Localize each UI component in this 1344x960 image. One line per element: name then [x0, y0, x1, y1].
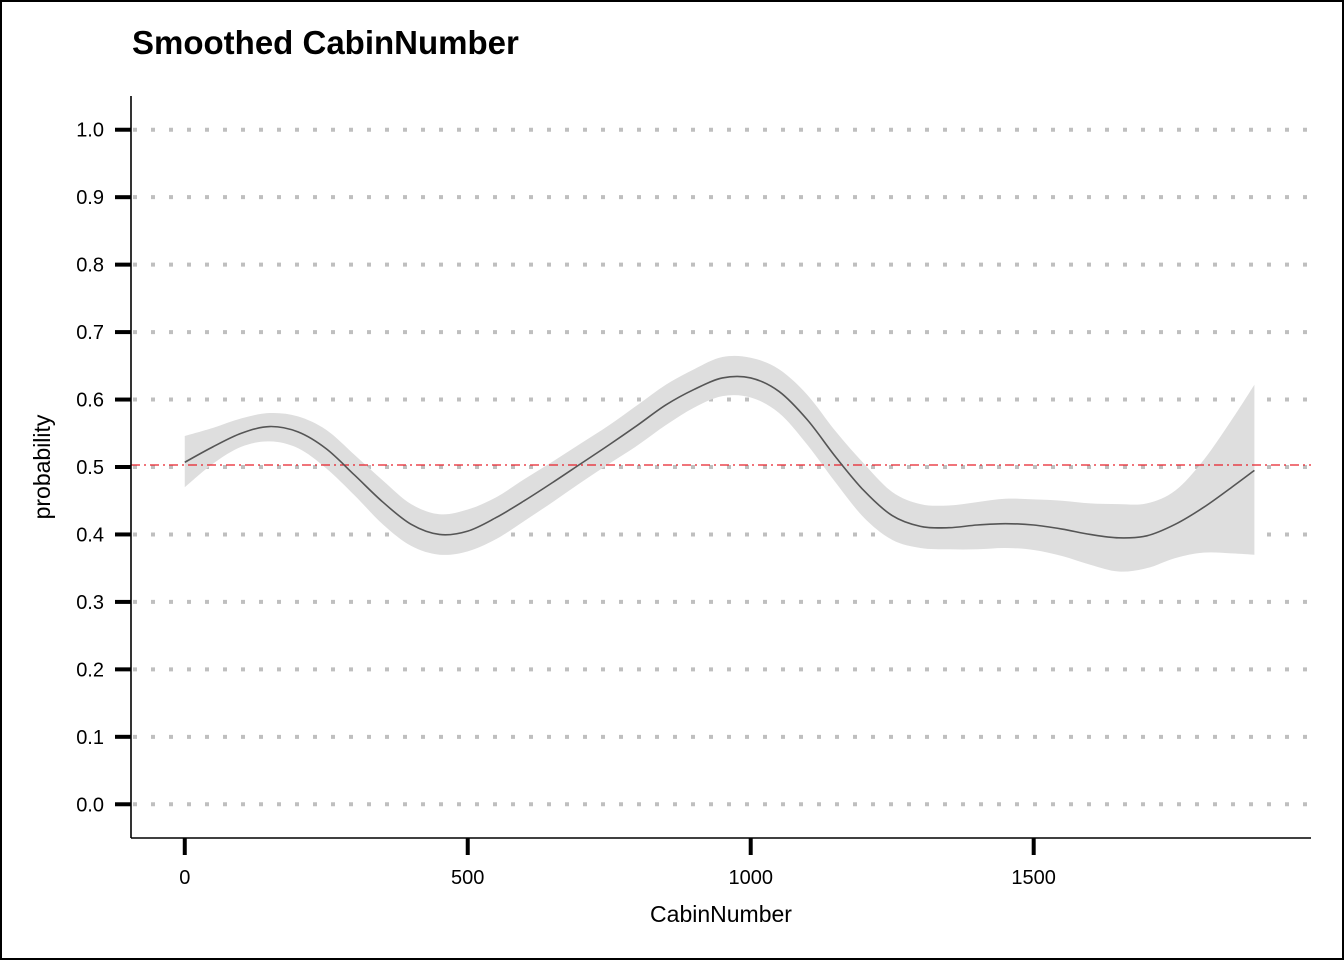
y-tick-label: 0.5	[76, 457, 104, 479]
y-tick-label: 0.6	[76, 390, 104, 412]
x-tick-label: 500	[451, 867, 484, 889]
y-tick-label: 0.7	[76, 322, 104, 344]
x-tick-label: 1500	[1011, 867, 1056, 889]
y-tick-label: 1.0	[76, 120, 104, 142]
y-tick-label: 0.1	[76, 727, 104, 749]
smoothed-probability-line	[184, 375, 1255, 539]
confidence-band	[184, 355, 1255, 572]
y-tick-label: 0.9	[76, 187, 104, 209]
x-tick-label: 0	[179, 867, 190, 889]
confidence-band-layer	[184, 355, 1255, 572]
x-axis-title: CabinNumber	[650, 901, 792, 927]
y-tick-label: 0.8	[76, 255, 104, 277]
chart-title: Smoothed CabinNumber	[132, 24, 519, 61]
y-tick-label: 0.3	[76, 592, 104, 614]
x-tick-label: 1000	[728, 867, 773, 889]
axes: 0.0 0.1 0.2 0.3 0.4 0.5 0.6 0.7 0.8 0.9 1.0 0 500 100…	[76, 96, 1311, 889]
y-tick-label: 0.2	[76, 659, 104, 681]
smoothed-line-layer	[184, 375, 1255, 539]
y-axis-title: probability	[29, 414, 55, 519]
y-tick-label: 0.4	[76, 524, 104, 546]
y-tick-label: 0.0	[76, 794, 104, 816]
grid-lines	[133, 127, 1311, 807]
